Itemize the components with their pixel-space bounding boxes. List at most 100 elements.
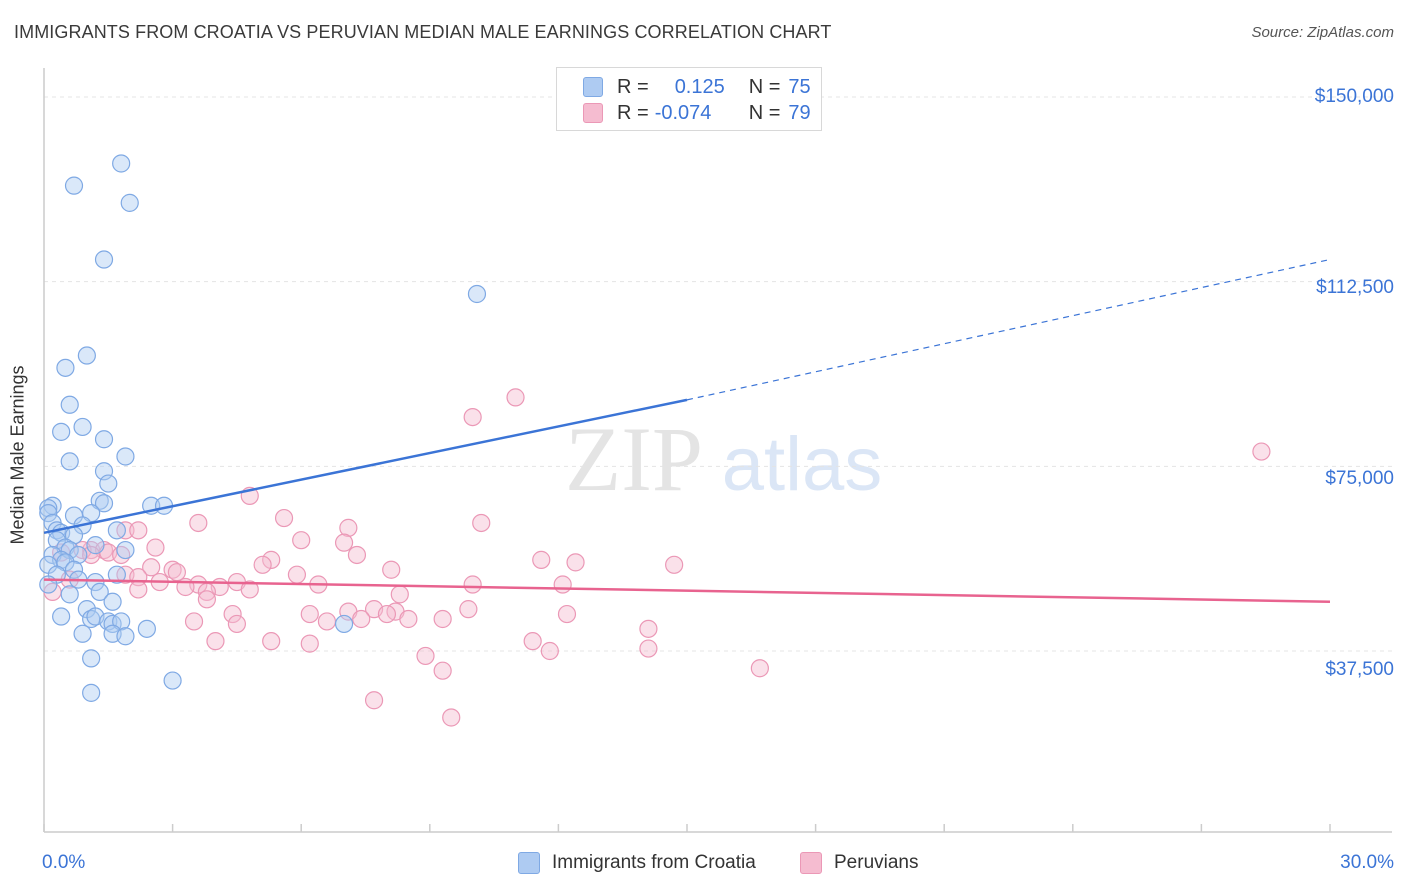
peruvian-point bbox=[129, 580, 148, 599]
peruvian-point bbox=[300, 634, 319, 653]
peruvian-point bbox=[223, 604, 242, 624]
stats-legend: R = 0.125 N = 75 R = -0.074 N = 79 bbox=[556, 67, 822, 131]
peruvian-point bbox=[399, 609, 418, 629]
peruvian-point bbox=[82, 545, 101, 565]
axes bbox=[43, 68, 1392, 833]
croatia-point bbox=[60, 452, 79, 471]
croatia-point bbox=[73, 417, 92, 437]
y-tick-label: $150,000 bbox=[1314, 86, 1394, 107]
chart-title: IMMIGRANTS FROM CROATIA VS PERUVIAN MEDI… bbox=[14, 22, 832, 42]
peruvian-point bbox=[189, 513, 208, 533]
y-tick-label: $75,000 bbox=[1325, 468, 1394, 489]
croatia-point bbox=[334, 614, 354, 634]
peruvian-point bbox=[459, 600, 478, 619]
croatia-point bbox=[103, 592, 122, 611]
r-label: R = bbox=[617, 101, 649, 124]
peruvian-point bbox=[352, 609, 371, 629]
croatia-point bbox=[77, 346, 96, 365]
legend-item-croatia: Immigrants from Croatia bbox=[518, 852, 756, 874]
peruvian-point bbox=[146, 538, 165, 557]
peruvian-point bbox=[262, 550, 281, 569]
watermark-atlas: atlas bbox=[722, 422, 883, 507]
source-label: Source: ZipAtlas.com bbox=[1251, 24, 1394, 41]
peruvian-point bbox=[339, 518, 358, 537]
r-value: -0.074 bbox=[654, 101, 712, 124]
x-tick-label-max: 30.0% bbox=[1340, 852, 1394, 873]
r-value: 0.125 bbox=[674, 75, 725, 98]
peruvian-point bbox=[472, 513, 491, 533]
peruvian-point bbox=[167, 563, 186, 582]
r-label: R = bbox=[617, 75, 649, 98]
legend-item-peruvians: Peruvians bbox=[800, 852, 919, 874]
croatia-point bbox=[39, 499, 58, 518]
legend-row-peruvians: R = -0.074 N = 79 bbox=[583, 100, 811, 126]
peruvian-point bbox=[463, 575, 482, 594]
gridlines bbox=[44, 96, 1392, 652]
y-tick-label: $112,500 bbox=[1316, 277, 1394, 298]
n-value: 79 bbox=[788, 101, 811, 124]
peruvian-point bbox=[274, 508, 294, 528]
croatia-point bbox=[94, 250, 114, 269]
peruvian-point bbox=[463, 407, 482, 427]
peruvian-point bbox=[129, 521, 148, 540]
peruvian-point bbox=[334, 533, 354, 552]
croatia-point bbox=[56, 358, 75, 377]
croatia-trend-extension bbox=[686, 258, 1331, 401]
peruvian-point bbox=[142, 558, 161, 577]
croatia-point bbox=[116, 627, 135, 646]
croatia-point bbox=[82, 649, 101, 668]
peruvian-point bbox=[433, 609, 452, 629]
peruvian-point bbox=[300, 604, 319, 624]
croatia-point bbox=[99, 474, 118, 493]
peruvian-point bbox=[227, 614, 246, 634]
peruvians-swatch bbox=[583, 103, 603, 123]
peruvian-point bbox=[506, 388, 525, 407]
peruvian-point bbox=[553, 575, 572, 594]
croatia-point bbox=[64, 560, 84, 579]
croatia-point bbox=[82, 683, 101, 702]
croatia-point bbox=[137, 619, 156, 638]
peruvian-point bbox=[253, 555, 272, 574]
croatia-point bbox=[52, 607, 71, 626]
croatia-point bbox=[94, 494, 114, 513]
peruvian-point bbox=[287, 565, 307, 584]
croatia-trend-line bbox=[43, 398, 688, 535]
legend-label: Immigrants from Croatia bbox=[552, 852, 756, 873]
n-value: 75 bbox=[788, 75, 811, 98]
x-tick-label-min: 0.0% bbox=[42, 852, 86, 873]
peruvian-point bbox=[390, 585, 409, 604]
croatia-point bbox=[112, 154, 131, 173]
peruvians-legend-swatch bbox=[800, 852, 822, 874]
peruvian-trend-line bbox=[43, 578, 1331, 604]
trend-lines bbox=[43, 258, 1331, 604]
peruvian-point bbox=[206, 632, 225, 651]
peruvian-point bbox=[442, 708, 461, 727]
croatia-point bbox=[60, 395, 79, 414]
y-tick-label: $37,500 bbox=[1325, 659, 1394, 680]
croatia-point bbox=[82, 504, 101, 523]
croatia-point bbox=[107, 565, 126, 584]
peruvian-point bbox=[262, 632, 281, 651]
croatia-point bbox=[112, 612, 131, 631]
peruvian-point bbox=[750, 659, 769, 678]
croatia-point bbox=[107, 521, 126, 540]
legend-row-croatia: R = 0.125 N = 75 bbox=[583, 74, 811, 100]
peruvian-point bbox=[1252, 442, 1271, 461]
croatia-swatch bbox=[583, 77, 603, 97]
croatia-point bbox=[116, 540, 135, 560]
peruvian-point bbox=[665, 555, 684, 574]
peruvian-point bbox=[523, 632, 542, 651]
peruvian-point bbox=[566, 553, 585, 572]
croatia-point bbox=[90, 582, 109, 602]
peruvian-point bbox=[557, 604, 577, 624]
croatia-point bbox=[64, 176, 84, 195]
peruvian-point bbox=[540, 641, 559, 661]
legend-label: Peruvians bbox=[834, 852, 919, 873]
peruvian-point bbox=[377, 604, 397, 624]
peruvian-point bbox=[532, 550, 551, 569]
croatia-point bbox=[86, 572, 105, 592]
peruvian-point bbox=[347, 545, 367, 565]
croatia-point bbox=[116, 447, 135, 466]
croatia-point bbox=[86, 536, 105, 555]
